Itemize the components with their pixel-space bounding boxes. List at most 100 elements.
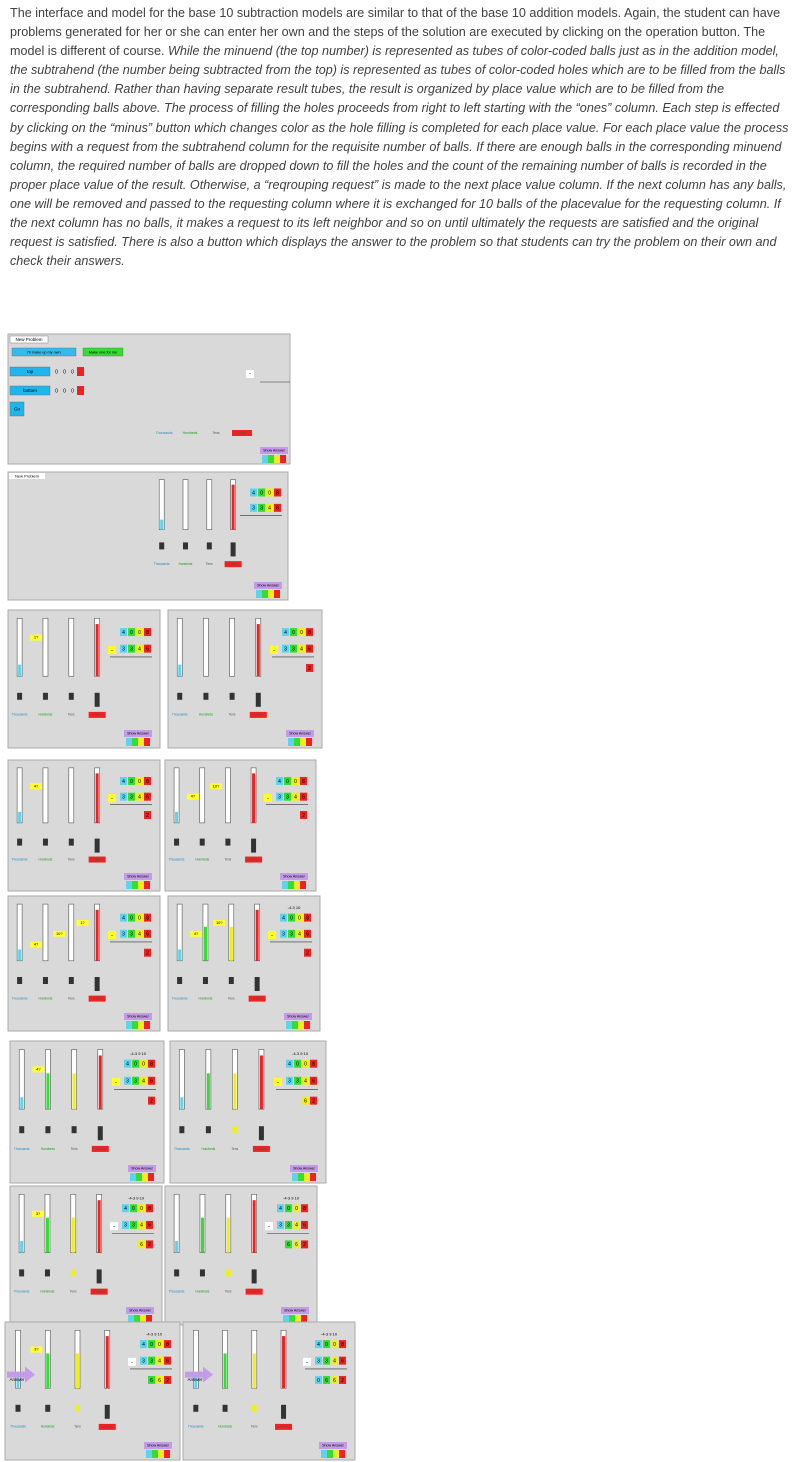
- request-tag: [32, 1066, 45, 1073]
- answer-arrow: [185, 1366, 213, 1383]
- answer-cell: [128, 1315, 134, 1323]
- minus-button[interactable]: [303, 1357, 311, 1366]
- minus-button[interactable]: [264, 794, 272, 803]
- hole-stack: [97, 1126, 103, 1141]
- minus: -: [268, 1224, 270, 1230]
- bottom-digit: 3: [130, 795, 133, 801]
- show-answer-label: Show Answer: [147, 1443, 170, 1447]
- show-answer-button[interactable]: [290, 1165, 318, 1172]
- bottom-digit: 6: [148, 1223, 151, 1229]
- show-answer-button[interactable]: [128, 1165, 156, 1172]
- request-note: 4?: [34, 783, 39, 788]
- show-answer-button[interactable]: [124, 873, 152, 880]
- minus-button[interactable]: [270, 645, 278, 654]
- show-answer-button[interactable]: [126, 1307, 154, 1314]
- minus-button[interactable]: [108, 645, 116, 654]
- tube-balls: [45, 1217, 49, 1253]
- request-tag: [30, 941, 43, 948]
- top-digit-box: [128, 776, 135, 785]
- minus-button[interactable]: [128, 1357, 136, 1366]
- hole-stack: [183, 542, 188, 550]
- request-note: 1?: [34, 635, 39, 640]
- minus-button[interactable]: [110, 1222, 118, 1231]
- minus-button[interactable]: [108, 931, 116, 940]
- result-digit: 6: [287, 1242, 290, 1248]
- step-panel: Thousands Hundreds Tens Ones-4-3 9 104 0 0 83 3…: [4, 1321, 181, 1461]
- make-one-button[interactable]: [82, 347, 124, 357]
- show-answer-button[interactable]: [124, 730, 152, 737]
- minus: -: [111, 796, 113, 802]
- column-chip: [88, 995, 106, 1002]
- bottom-digit: 3: [134, 1079, 137, 1085]
- top-digit: 0: [142, 1062, 145, 1068]
- bottom-button[interactable]: [9, 385, 51, 396]
- minus-button[interactable]: [274, 1077, 282, 1086]
- show-answer-button[interactable]: [319, 1442, 347, 1449]
- bottom-digit: 3: [279, 1223, 282, 1229]
- column-label: Thousands: [154, 562, 170, 566]
- bottom-digit: 6: [276, 506, 279, 512]
- bottom-digit: 3: [122, 932, 125, 938]
- show-answer-button[interactable]: [286, 730, 314, 737]
- bottom-digit-box: [120, 792, 127, 801]
- minus-button[interactable]: [268, 931, 276, 940]
- show-answer-button[interactable]: [124, 1013, 152, 1020]
- hole-stack: [17, 838, 23, 846]
- minus-button[interactable]: [112, 1077, 120, 1086]
- intro-italic: While the minuend (the top number) is re…: [10, 44, 789, 269]
- bottom-digit-box: [290, 644, 297, 653]
- answer-cell: [132, 738, 138, 746]
- show-answer-button[interactable]: [144, 1442, 172, 1449]
- result-digit: 6: [295, 1242, 298, 1248]
- show-answer-button[interactable]: [284, 1013, 312, 1020]
- answer-cell: [292, 1173, 298, 1181]
- tube-balls: [16, 1376, 20, 1389]
- column-label: Ones: [229, 562, 237, 566]
- answer-cell: [136, 1173, 142, 1181]
- show-answer-button[interactable]: [260, 447, 288, 454]
- answer-cell: [304, 1021, 310, 1029]
- column-label: Tens: [232, 1147, 239, 1151]
- top-digit-box: [274, 488, 281, 497]
- show-answer-button[interactable]: [254, 582, 282, 589]
- answer-cell: [262, 590, 268, 598]
- top-digit-box: [331, 1340, 338, 1349]
- answer-cell: [283, 1315, 289, 1323]
- show-answer-button[interactable]: [281, 1307, 309, 1314]
- show-answer-button[interactable]: [280, 873, 308, 880]
- bottom-digit: 4: [140, 1223, 143, 1229]
- minus-button[interactable]: [108, 794, 116, 803]
- request-note: 10?: [56, 931, 63, 936]
- answer-cell: [333, 1450, 339, 1458]
- request-tag: [30, 634, 43, 641]
- top-digit-box: [285, 1204, 292, 1213]
- top-button[interactable]: [9, 366, 51, 377]
- tube-balls: [46, 1353, 50, 1389]
- new-problem-button[interactable]: [9, 335, 49, 344]
- bottom-digit-box: [164, 1356, 171, 1365]
- bottom-digit-box: [284, 792, 291, 801]
- hole-stack: [174, 838, 180, 846]
- tube-balls: [95, 624, 99, 677]
- top-digit-box: [276, 776, 283, 785]
- top-digit: 0: [130, 630, 133, 636]
- make-own-button[interactable]: [11, 347, 77, 357]
- bottom-digit-box: [277, 1220, 284, 1229]
- hole-stack: [251, 1269, 257, 1284]
- top-digit-box: [323, 1340, 330, 1349]
- tube-balls: [175, 1241, 179, 1253]
- bottom-digit-box: [136, 644, 143, 653]
- minus-button[interactable]: [265, 1222, 273, 1231]
- digit: 0: [63, 388, 66, 394]
- go-button[interactable]: [9, 401, 25, 417]
- top-digit: 0: [300, 630, 303, 636]
- result-digit: 6: [150, 1378, 153, 1384]
- bottom-digit: 6: [308, 646, 311, 652]
- bottom-digit: 3: [124, 1223, 127, 1229]
- bottom-digit-box: [144, 929, 151, 938]
- hole-stack: [42, 977, 48, 984]
- regroup-note: -4-3 9 10: [146, 1331, 163, 1336]
- bottom-digit-box: [124, 1076, 131, 1085]
- top-digit-box: [148, 1059, 155, 1068]
- new-problem-button[interactable]: [9, 473, 45, 479]
